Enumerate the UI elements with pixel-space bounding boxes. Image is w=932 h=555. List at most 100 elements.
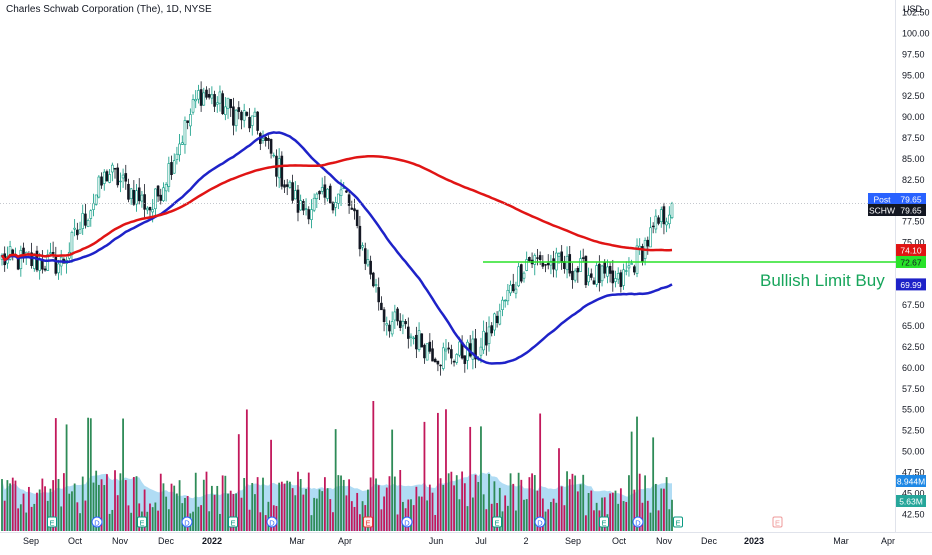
candle-body <box>73 227 76 230</box>
volume-bar <box>385 487 388 531</box>
volume-bar <box>636 416 638 531</box>
candle-body <box>361 245 364 248</box>
volume-ma-badge-text: 5.63M <box>899 497 923 507</box>
candle-body <box>536 257 539 259</box>
volume-bar <box>512 483 515 531</box>
volume-bar <box>439 478 442 531</box>
volume-bar <box>426 500 429 531</box>
volume-bar <box>167 509 170 531</box>
volume-bar <box>106 474 108 531</box>
price-axis-bg <box>896 0 932 550</box>
dividend-marker <box>401 516 413 528</box>
volume-bar <box>321 491 324 531</box>
volume-bar <box>127 505 130 531</box>
candle-body <box>189 114 192 127</box>
volume-bar <box>399 469 402 531</box>
dividend-marker <box>534 516 546 528</box>
last-price-badge-prefix-text: SCHW <box>869 206 895 216</box>
candle-body <box>54 254 58 274</box>
volume-bar <box>95 470 98 531</box>
volume-bar <box>297 471 299 531</box>
volume-bar <box>383 496 385 531</box>
volume-bar <box>170 483 173 531</box>
candle-body <box>226 97 230 110</box>
volume-bar <box>283 483 286 531</box>
volume-bar <box>590 490 593 531</box>
candle-body <box>366 259 370 266</box>
volume-bar <box>224 475 227 531</box>
earnings-marker <box>599 516 609 528</box>
volume-bar <box>49 488 52 531</box>
volume-bar <box>609 493 612 531</box>
dividend-marker-label: D <box>537 519 543 528</box>
volume-bar <box>437 412 439 531</box>
candle-body <box>51 251 55 254</box>
candle-body <box>180 142 184 145</box>
y-tick-label: 57.50 <box>902 384 925 394</box>
candle-body <box>38 259 41 271</box>
sma-200-line <box>0 154 673 262</box>
volume-bar <box>644 475 646 531</box>
sma200-badge <box>896 244 926 257</box>
last-price-badge-text: 79.65 <box>900 206 922 216</box>
volume-bar <box>116 495 119 531</box>
candle-body <box>302 200 305 211</box>
candle-body <box>659 209 663 222</box>
candle-body <box>175 153 179 160</box>
candle-body <box>498 310 502 325</box>
volume-bar <box>453 485 455 531</box>
candle-body <box>670 203 674 218</box>
volume-bar <box>558 448 560 531</box>
volume-bar <box>420 496 423 531</box>
candle-body <box>506 289 510 302</box>
candle-body <box>285 184 289 187</box>
candle-body <box>382 309 386 323</box>
candle-body <box>267 137 270 141</box>
candle-body <box>482 330 485 351</box>
candle-body <box>622 269 625 286</box>
candle-body <box>8 246 12 260</box>
volume-bar <box>245 409 248 531</box>
volume-bar <box>442 484 445 531</box>
candle-body <box>372 272 375 287</box>
volume-bar <box>54 418 57 531</box>
candle-body <box>70 231 74 255</box>
volume-bar <box>143 489 146 531</box>
candle-body <box>603 262 607 274</box>
volume-bar <box>216 485 219 531</box>
candle-body <box>111 164 114 173</box>
candle-body <box>164 184 168 192</box>
candle-body <box>132 190 136 205</box>
volume-bar <box>641 502 644 531</box>
volume-bar <box>1 479 3 531</box>
candle-body <box>102 171 106 184</box>
candle-body <box>86 220 90 227</box>
volume-bar <box>235 493 237 531</box>
volume-bar <box>315 498 318 531</box>
candle-body <box>97 176 101 198</box>
volume-bar <box>219 513 221 531</box>
candle-body <box>509 284 512 294</box>
candle-body <box>385 323 389 326</box>
volume-bar <box>213 494 216 531</box>
volume-bar <box>248 509 251 531</box>
volume-bar <box>509 473 512 531</box>
candle-body <box>495 315 499 324</box>
candle-body <box>242 110 246 121</box>
candle-body <box>630 263 633 265</box>
volume-bar <box>318 489 321 531</box>
candle-body <box>89 210 93 219</box>
volume-bar <box>544 511 547 531</box>
volume-bar <box>628 475 630 531</box>
x-tick-label: 2023 <box>744 536 764 546</box>
volume-bar <box>33 503 36 531</box>
candle-body <box>331 202 335 211</box>
volume-bar <box>490 503 493 531</box>
candle-body <box>248 116 251 129</box>
volume-bar <box>149 503 151 531</box>
volume-bar <box>617 503 620 531</box>
y-tick-label: 100.00 <box>902 28 930 38</box>
dividend-marker-label: D <box>404 519 410 528</box>
volume-bar <box>375 478 377 531</box>
